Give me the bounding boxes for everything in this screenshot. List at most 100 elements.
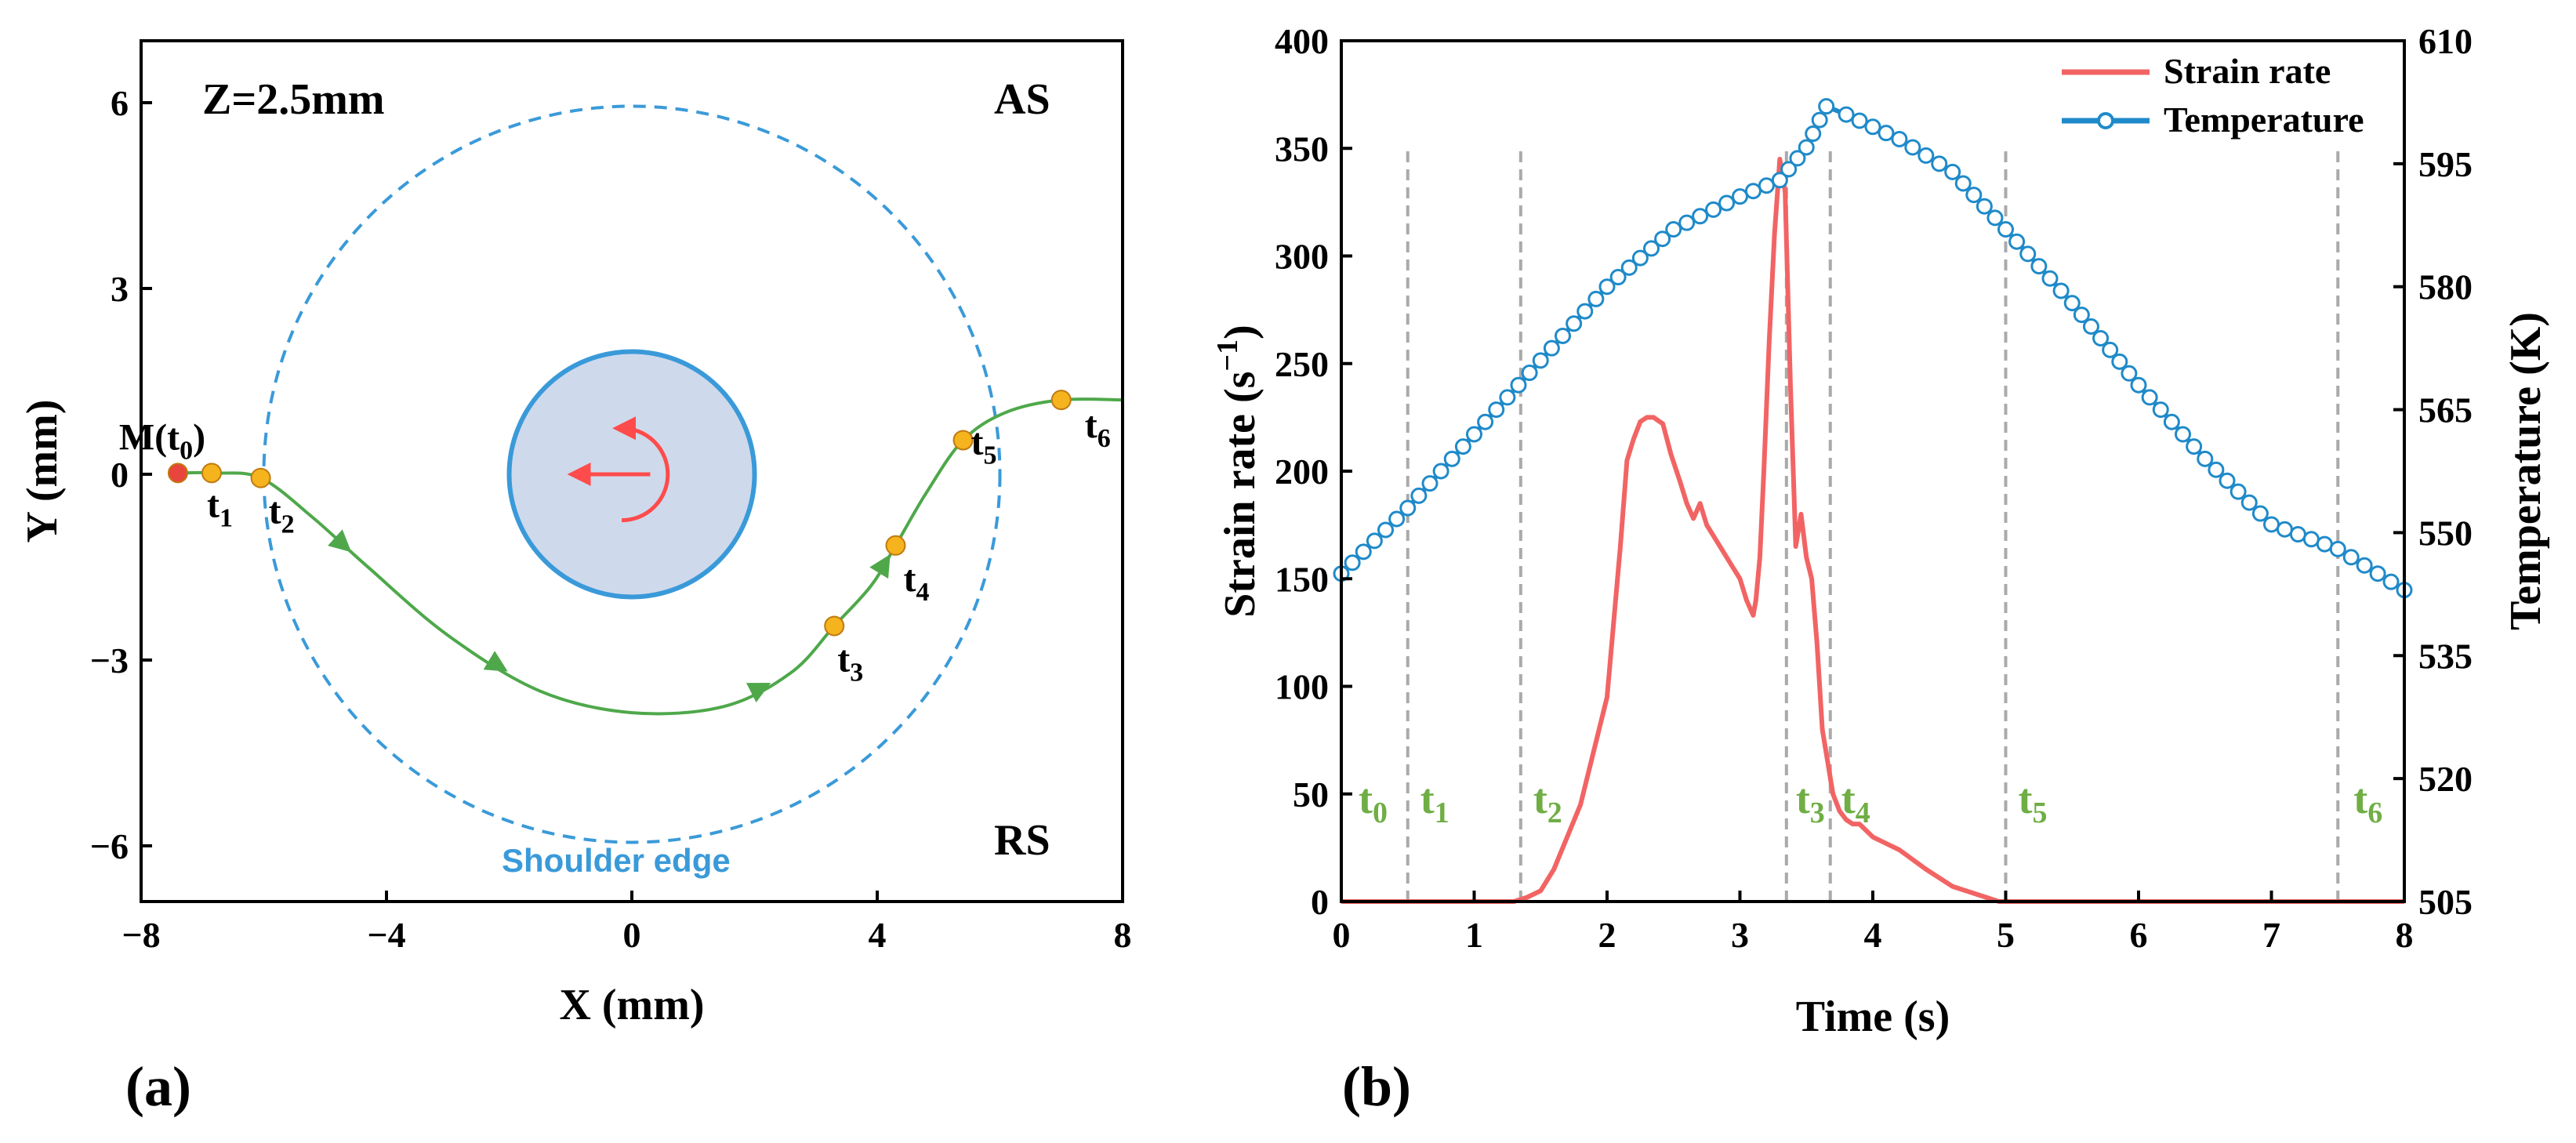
temperature-point xyxy=(1965,187,1983,204)
panel-a-xtick-label: 4 xyxy=(869,915,887,955)
temperature-point xyxy=(1631,249,1649,267)
panel-a-rs-label: RS xyxy=(994,816,1050,865)
time-marker-text: t xyxy=(1420,775,1435,822)
temperature-point xyxy=(1543,339,1560,357)
time-marker-label-t4: t4 xyxy=(1841,775,1870,829)
temperature-point xyxy=(2073,307,2090,324)
temperature-point xyxy=(2329,540,2346,557)
temperature-point xyxy=(1555,327,1571,344)
panel-a-y-label: Y (mm) xyxy=(18,400,67,543)
temperature-point xyxy=(1488,401,1505,419)
temperature-point xyxy=(2102,341,2119,358)
flow-marker-t0 xyxy=(167,463,188,484)
time-marker-label-t2: t2 xyxy=(1533,775,1562,829)
marker-label-sub: 5 xyxy=(984,441,997,470)
panel-a-label: (a) xyxy=(125,1055,191,1118)
panel-b-ytick-label: 250 xyxy=(1275,344,1329,384)
panel-a-xtick-label: 8 xyxy=(1114,915,1132,955)
marker-label-sub: 3 xyxy=(850,658,863,687)
panel-b-ytick-label: 0 xyxy=(1311,882,1329,922)
panel-b-xtick-label: 1 xyxy=(1465,915,1483,955)
temperature-point xyxy=(1366,532,1383,550)
temperature-point xyxy=(2092,329,2110,347)
temperature-point xyxy=(1976,198,1993,215)
rotation-arrow xyxy=(612,416,670,523)
flow-marker-label-t1: t1 xyxy=(207,484,233,532)
temperature-point xyxy=(1643,240,1660,257)
temperature-point xyxy=(2041,270,2059,287)
temperature-point xyxy=(1576,303,1594,320)
temperature-point xyxy=(2008,233,2026,250)
temperature-point xyxy=(1499,389,1516,406)
temperature-point xyxy=(1944,163,1961,180)
panel-b-y2-label: Temperature (K) xyxy=(2502,312,2550,630)
temperature-point xyxy=(2130,376,2147,394)
panel-b-y2tick-label: 550 xyxy=(2418,513,2473,553)
legend-label-temperature: Temperature xyxy=(2164,100,2364,140)
time-marker-label-t6: t6 xyxy=(2353,775,2382,829)
panel-b-ytick-label: 50 xyxy=(1293,775,1329,815)
temperature-point xyxy=(1851,112,1868,129)
panel-a-xtick-label: −4 xyxy=(367,915,405,955)
time-marker-label-t3: t3 xyxy=(1796,775,1825,829)
panel-b-ytick-label: 350 xyxy=(1275,129,1329,169)
temperature-point xyxy=(1665,221,1682,238)
flow-direction-arrow-0 xyxy=(328,529,352,553)
temperature-point xyxy=(2121,365,2138,382)
temperature-point xyxy=(1399,499,1417,517)
temperature-point xyxy=(1986,209,2004,227)
temperature-point xyxy=(2052,282,2070,299)
temperature-point xyxy=(2141,389,2158,406)
temperature-point xyxy=(2276,521,2293,538)
time-marker-text: t xyxy=(2019,775,2033,822)
panel-a-ytick-label: 6 xyxy=(111,83,129,123)
temperature-point xyxy=(1678,214,1696,231)
marker-label-sub: 0 xyxy=(180,436,193,465)
temperature-point xyxy=(1609,269,1627,286)
panel-a-ytick-label: 3 xyxy=(111,269,129,309)
time-marker-sub: 3 xyxy=(1810,796,1825,829)
panel-b: t0 t1 t2 t3 t4 t5 t6 0 1 2 3 4 5 6 7 80501001502002503… xyxy=(1211,21,2550,1118)
temperature-point xyxy=(2382,573,2400,590)
marker-label-sub: 2 xyxy=(281,510,295,539)
panel-a-xtick-label: −8 xyxy=(122,915,160,955)
flow-marker-label-t0: M(t0) xyxy=(119,416,205,465)
temperature-point xyxy=(2152,401,2169,419)
panel-b-y2tick-label: 565 xyxy=(2418,390,2473,430)
temperature-point xyxy=(2219,472,2236,489)
temperature-point xyxy=(2316,535,2333,553)
temperature-point xyxy=(2342,549,2360,566)
temperature-point xyxy=(2019,245,2037,263)
panel-a-x-label: X (mm) xyxy=(559,981,704,1029)
temperature-point xyxy=(1789,150,1806,167)
temperature-point xyxy=(1997,221,2014,238)
temperature-point xyxy=(1818,98,1835,115)
temperature-point xyxy=(1705,201,1722,218)
temperature-point xyxy=(1521,365,1538,382)
temperature-point xyxy=(2175,426,2191,443)
time-marker-sub: 1 xyxy=(1435,796,1449,829)
panel-b-y2tick-label: 610 xyxy=(2418,21,2473,61)
temperature-point xyxy=(2208,461,2225,478)
panel-b-xtick-label: 8 xyxy=(2396,915,2414,955)
marker-label-text: t xyxy=(1085,405,1098,446)
flow-marker-t1 xyxy=(201,463,222,484)
temperature-point xyxy=(1864,118,1881,136)
legend-label-strain-rate: Strain rate xyxy=(2164,51,2331,91)
flow-direction-arrow-2 xyxy=(746,682,771,703)
time-marker-text: t xyxy=(1841,775,1856,822)
temperature-point xyxy=(1954,175,1972,192)
temperature-point xyxy=(1410,487,1428,504)
panel-b-xtick-label: 7 xyxy=(2262,915,2280,955)
panel-b-ytick-label: 150 xyxy=(1275,559,1329,599)
time-marker-sub: 4 xyxy=(1856,796,1870,829)
marker-label-text: M(t xyxy=(119,416,180,458)
temperature-point xyxy=(2063,295,2081,312)
panel-a-ytick-label: 0 xyxy=(111,455,129,495)
panel-b-frame xyxy=(1340,39,2406,903)
temperature-point xyxy=(1587,290,1605,307)
temperature-point xyxy=(1421,475,1439,492)
temperature-point xyxy=(1466,426,1482,443)
flow-marker-label-t4: t4 xyxy=(903,558,929,607)
panel-b-label: (b) xyxy=(1342,1055,1411,1118)
